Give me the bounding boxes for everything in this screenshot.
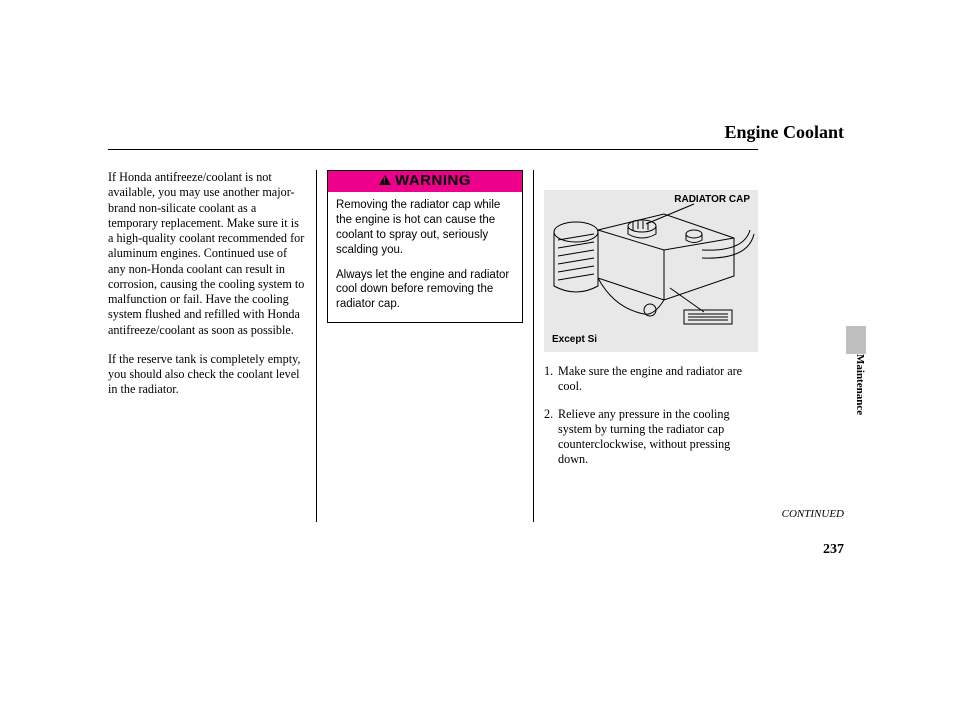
- body-paragraph: If Honda antifreeze/coolant is not avail…: [108, 170, 306, 338]
- step-text: Make sure the engine and radiator are co…: [558, 364, 758, 395]
- step-number: 2.: [544, 407, 558, 468]
- step-text: Relieve any pressure in the cooling syst…: [558, 407, 758, 468]
- warning-body: Removing the radiator cap while the engi…: [328, 192, 522, 323]
- alert-triangle-icon: [379, 175, 391, 185]
- section-tab: [846, 326, 866, 354]
- step-number: 1.: [544, 364, 558, 395]
- warning-paragraph: Removing the radiator cap while the engi…: [336, 198, 514, 258]
- engine-diagram-svg: [544, 190, 758, 352]
- warning-paragraph: Always let the engine and radiator cool …: [336, 268, 514, 313]
- columns-container: If Honda antifreeze/coolant is not avail…: [108, 170, 758, 522]
- continued-label: CONTINUED: [782, 508, 844, 520]
- step-item: 1. Make sure the engine and radiator are…: [544, 364, 758, 395]
- page-title: Engine Coolant: [724, 122, 844, 143]
- manual-page: Engine Coolant If Honda antifreeze/coola…: [0, 0, 954, 710]
- column-2: WARNING Removing the radiator cap while …: [316, 170, 534, 522]
- page-number: 237: [823, 542, 844, 558]
- warning-header: WARNING: [328, 171, 522, 192]
- section-label: Maintenance: [850, 354, 866, 415]
- column-3: RADIATOR CAP Except Si: [534, 170, 758, 522]
- warning-box: WARNING Removing the radiator cap while …: [327, 170, 523, 323]
- diagram-label-cap: RADIATOR CAP: [674, 194, 750, 207]
- column-1: If Honda antifreeze/coolant is not avail…: [108, 170, 316, 522]
- title-rule: [108, 149, 758, 150]
- warning-header-text: WARNING: [395, 172, 471, 191]
- steps-list: 1. Make sure the engine and radiator are…: [544, 364, 758, 468]
- engine-diagram: RADIATOR CAP Except Si: [544, 190, 758, 352]
- body-paragraph: If the reserve tank is completely empty,…: [108, 352, 306, 398]
- step-item: 2. Relieve any pressure in the cooling s…: [544, 407, 758, 468]
- diagram-label-variant: Except Si: [552, 334, 597, 347]
